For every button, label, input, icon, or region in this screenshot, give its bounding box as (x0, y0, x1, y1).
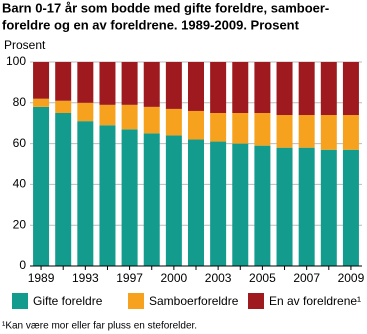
bar-segment (55, 113, 72, 266)
bar-segment (254, 113, 271, 146)
bar-segment (121, 129, 138, 266)
y-tick-label: 40 (13, 177, 27, 191)
legend-label: Samboerforeldre (149, 294, 239, 308)
bar-segment (77, 102, 94, 122)
bar-segment (188, 62, 204, 111)
bar-segment (320, 149, 337, 266)
y-tick-label: 100 (6, 54, 26, 68)
bar-segment (165, 62, 182, 109)
chart-title: Barn 0-17 år som bodde med gifte foreldr… (2, 0, 329, 15)
x-tick-label: 1989 (28, 271, 55, 285)
bar-segment (342, 115, 359, 150)
bar-segment (298, 62, 315, 116)
bar-segment (210, 113, 227, 142)
bar-segment (320, 62, 337, 116)
y-tick-label: 80 (13, 95, 27, 109)
bar-segment (342, 62, 359, 116)
y-tick-label: 0 (19, 258, 26, 272)
bar-segment (276, 115, 293, 148)
bar-segment (55, 62, 72, 101)
bar-segment (276, 62, 293, 116)
x-tick-label: 1997 (116, 271, 143, 285)
bar-segment (188, 139, 204, 266)
x-tick-label: 2007 (293, 271, 320, 285)
x-tick-label: 2005 (249, 271, 276, 285)
x-tick-label: 2000 (161, 271, 188, 285)
bar-segment (320, 115, 337, 150)
bar-segment (165, 135, 182, 266)
chart-title: foreldre og en av foreldrene. 1989-2009.… (2, 17, 300, 32)
bar-segment (232, 62, 249, 113)
bar-segment (99, 125, 116, 267)
legend-swatch (248, 293, 264, 309)
bar-segment (33, 62, 50, 99)
y-axis-label: Prosent (4, 38, 46, 52)
bar-segment (298, 147, 315, 266)
x-tick-label: 1993 (72, 271, 99, 285)
bar-segment (188, 110, 204, 140)
bar-segment (254, 62, 271, 113)
x-tick-label: 2009 (338, 271, 365, 285)
bar-segment (99, 62, 116, 105)
bar-segment (121, 104, 138, 130)
y-tick-label: 60 (13, 136, 27, 150)
bar-segment (77, 62, 94, 103)
legend-swatch (128, 293, 144, 309)
bar-segment (99, 104, 116, 126)
bar-segment (143, 106, 160, 134)
bar-segment (254, 145, 271, 266)
bar-segment (33, 106, 50, 266)
bar-segment (342, 149, 359, 266)
bar-segment (298, 115, 315, 148)
x-tick-label: 2003 (205, 271, 232, 285)
bar-segment (232, 113, 249, 144)
bar-segment (33, 98, 50, 107)
bar-segment (143, 133, 160, 266)
bar-segment (55, 100, 72, 113)
legend-swatch (12, 293, 28, 309)
bar-segment (165, 108, 182, 136)
bar-segment (77, 121, 94, 266)
bar-segment (210, 141, 227, 266)
footnote: ¹Kan være mor eller far pluss en stefore… (2, 321, 197, 332)
legend-label: Gifte foreldre (33, 294, 103, 308)
bar-segment (276, 147, 293, 266)
bar-segment (143, 62, 160, 107)
bar-segment (210, 62, 227, 113)
y-tick-label: 20 (13, 217, 27, 231)
legend-label: En av foreldrene¹ (269, 294, 361, 308)
bar-segment (232, 143, 249, 266)
bar-segment (121, 62, 138, 105)
